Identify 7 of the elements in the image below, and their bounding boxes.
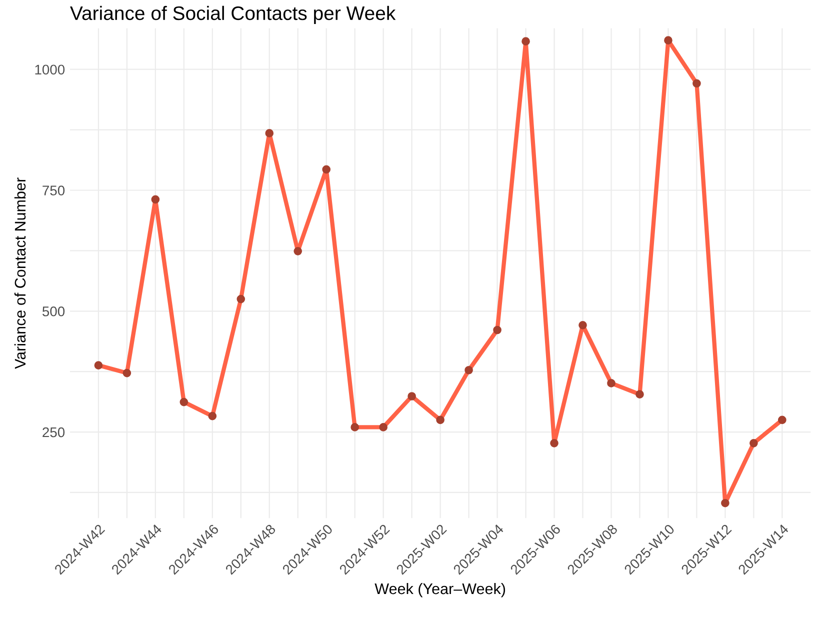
chart-title: Variance of Social Contacts per Week bbox=[70, 6, 396, 24]
y-tick-label: 250 bbox=[42, 427, 65, 438]
y-tick-label: 750 bbox=[42, 186, 65, 196]
y-tick-label: 1000 bbox=[35, 64, 65, 75]
x-axis-title: Week (Year–Week) bbox=[374, 582, 506, 598]
y-axis-title: Variance of Contact Number bbox=[14, 178, 26, 369]
y-tick-label: 500 bbox=[42, 306, 65, 316]
